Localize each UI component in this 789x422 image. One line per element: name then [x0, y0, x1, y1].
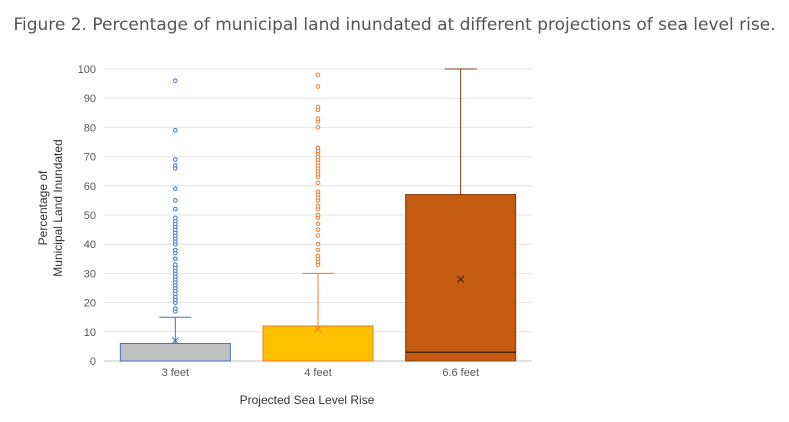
outlier-point	[315, 241, 321, 247]
box-group-3	[405, 68, 517, 362]
box-rect	[405, 194, 517, 362]
box-group-1	[119, 78, 231, 362]
outlier-point	[315, 72, 321, 78]
y-tick-label: 10	[84, 327, 96, 339]
outlier-point	[315, 227, 321, 232]
outlier-point	[173, 306, 178, 311]
mean-marker	[314, 325, 322, 333]
y-tick-label: 90	[84, 93, 96, 105]
boxes	[119, 68, 517, 362]
outlier-point	[315, 247, 321, 253]
box-rect	[262, 325, 374, 362]
outlier-point	[173, 247, 178, 253]
outlier-point	[173, 256, 178, 262]
mean-marker	[171, 337, 179, 345]
x-tick-label: 4 feet	[304, 367, 332, 379]
outlier-point	[173, 198, 178, 203]
y-tick-label: 30	[84, 268, 96, 280]
outlier-point	[173, 163, 178, 168]
x-tick-label: 6.6 feet	[442, 367, 479, 379]
x-tick-label: 3 feet	[162, 367, 190, 379]
y-tick-labels: 0 10 20 30 40 50 60 70 80 90 100	[78, 64, 96, 368]
outlier-point	[315, 125, 321, 130]
y-tick-label: 40	[84, 239, 96, 251]
outlier-point	[315, 221, 321, 227]
y-tick-label: 0	[90, 356, 96, 368]
y-tick-label: 50	[84, 210, 96, 222]
outlier-point	[173, 262, 178, 267]
x-tick-labels: 3 feet 4 feet 6.6 feet	[162, 367, 479, 379]
outlier-point	[173, 128, 178, 133]
outlier-point	[173, 78, 178, 83]
outlier-point	[315, 180, 321, 186]
outlier-point	[315, 212, 321, 218]
outlier-point	[315, 203, 321, 209]
outlier-point	[173, 215, 178, 221]
outlier-point	[315, 104, 321, 110]
y-tick-label: 80	[84, 122, 96, 134]
y-axis-title-line-1: Percentage of	[36, 170, 50, 245]
outlier-point	[173, 206, 178, 212]
chart-title: Figure 2. Percentage of municipal land i…	[13, 15, 776, 35]
outlier-point	[315, 189, 321, 194]
box-group-2	[262, 72, 374, 362]
y-axis-title-line-2: Municipal Land Inundated	[51, 139, 65, 276]
mean-marker	[457, 275, 465, 283]
outlier-point	[315, 253, 321, 259]
outlier-point	[315, 233, 321, 238]
outlier-point	[315, 145, 321, 151]
box-rect	[119, 342, 231, 362]
y-tick-label: 60	[84, 181, 96, 193]
y-tick-label: 20	[84, 298, 96, 310]
outlier-point	[315, 116, 321, 121]
outlier-point	[315, 84, 321, 89]
outlier-point	[173, 186, 178, 192]
y-tick-label: 100	[78, 64, 96, 76]
x-axis-title: Projected Sea Level Rise	[240, 393, 375, 407]
y-tick-label: 70	[84, 152, 96, 164]
outlier-point	[173, 157, 178, 162]
